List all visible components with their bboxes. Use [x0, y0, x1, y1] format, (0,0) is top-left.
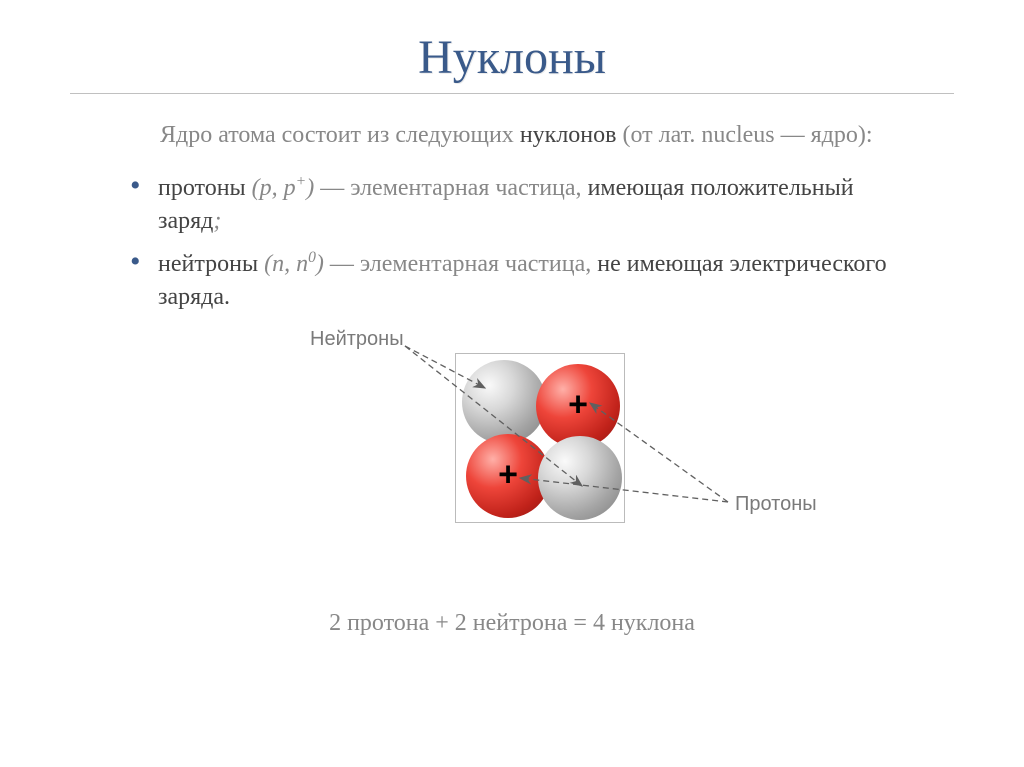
b2-sym-end: ): [316, 251, 330, 277]
b2-sup: 0: [308, 249, 316, 266]
b1-sym-end: ): [306, 175, 320, 201]
plus-icon: +: [498, 456, 518, 495]
bullet-neutrons: нейтроны (n, n0) — элементарная частица,…: [130, 247, 914, 313]
intro-highlight: нуклонов: [520, 122, 617, 148]
b1-tail: ;: [213, 208, 221, 234]
label-protons: Протоны: [735, 493, 817, 516]
b1-sym: (p, p: [246, 175, 296, 201]
bullet-list: протоны (p, p+) — элементарная частица, …: [130, 171, 914, 313]
b2-plain: — элементарная частица,: [330, 251, 597, 277]
b1-plain: — элементарная частица,: [320, 175, 587, 201]
page-title: Нуклоны: [70, 30, 954, 94]
label-neutrons: Нейтроны: [310, 328, 404, 351]
intro-tail: (от лат. nucleus — ядро):: [616, 122, 872, 148]
intro-paragraph: Ядро атома состоит из следующих нуклонов…: [110, 119, 914, 151]
b2-name: нейтроны: [158, 251, 258, 277]
bullet-protons: протоны (p, p+) — элементарная частица, …: [130, 171, 914, 237]
nucleus-diagram: Нейтроны Протоны + +: [70, 328, 954, 608]
plus-icon: +: [568, 386, 588, 425]
equation-text: 2 протона + 2 нейтрона = 4 нуклона: [70, 610, 954, 637]
b2-sym: (n, n: [258, 251, 308, 277]
neutron-sphere: [462, 360, 546, 444]
b1-name: протоны: [158, 175, 246, 201]
b1-sup: +: [296, 173, 307, 190]
neutron-sphere: [538, 436, 622, 520]
intro-text: Ядро атома состоит из следующих: [160, 122, 520, 148]
nucleus-box: + +: [455, 353, 625, 523]
